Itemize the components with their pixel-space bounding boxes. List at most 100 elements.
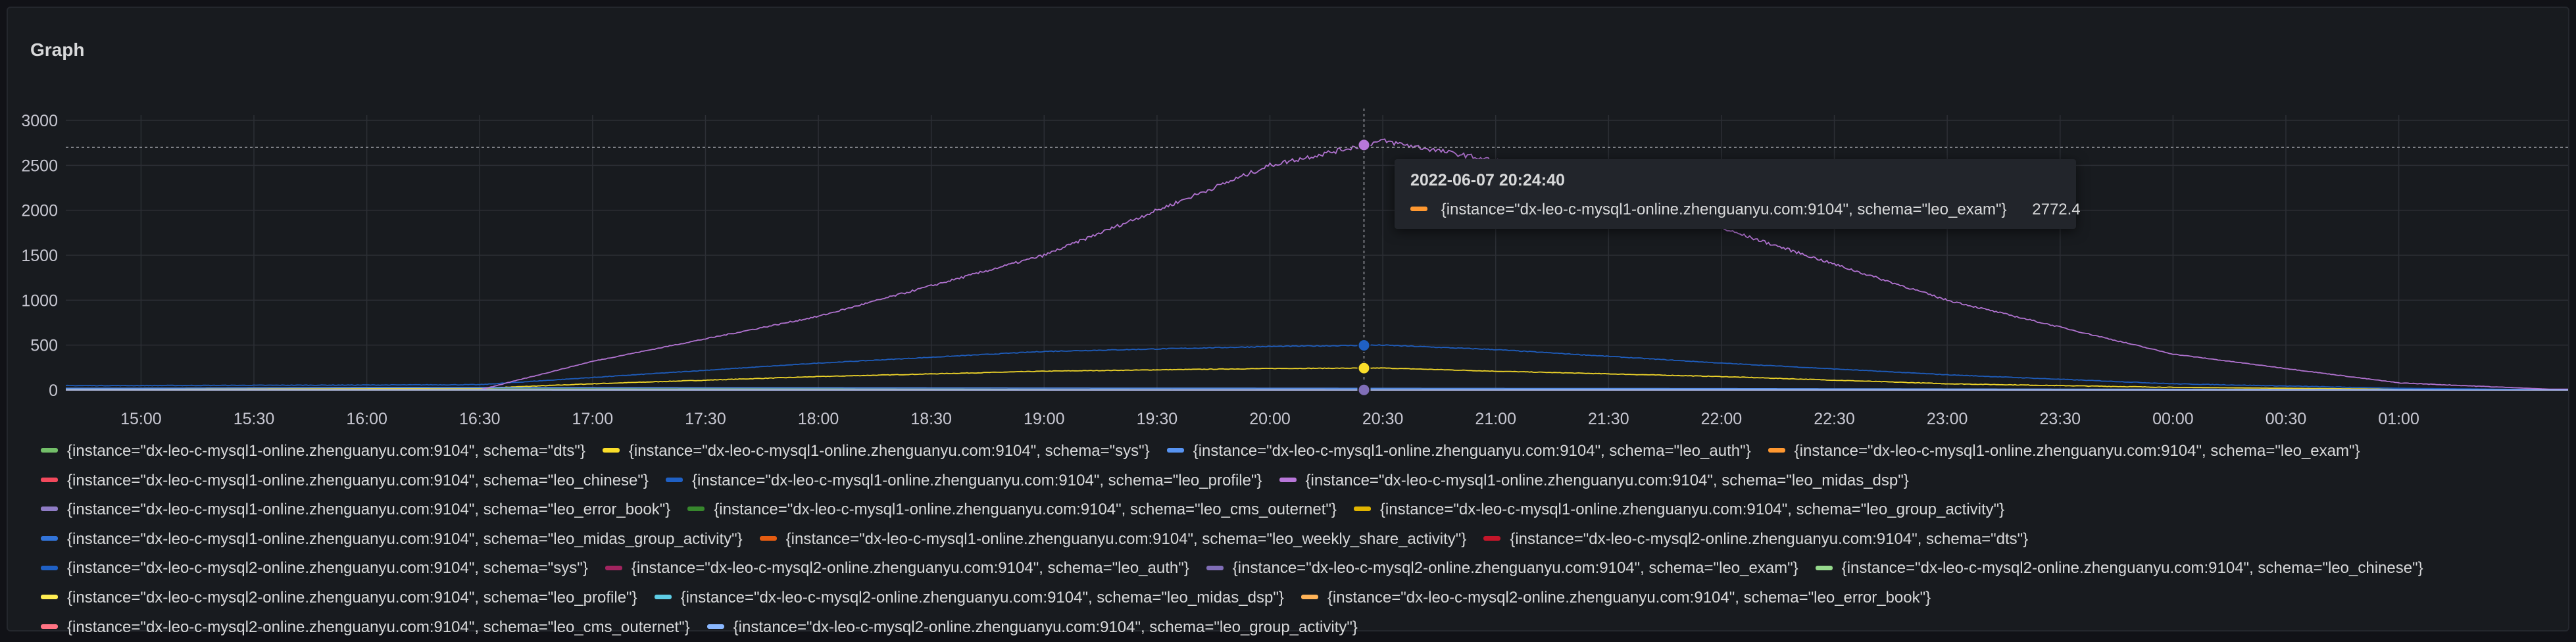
legend-label: {instance="dx-leo-c-mysql1-online.zhengu… <box>714 501 1337 518</box>
legend-label: {instance="dx-leo-c-mysql1-online.zhengu… <box>1193 442 1751 460</box>
legend-item[interactable]: {instance="dx-leo-c-mysql1-online.zhengu… <box>666 466 1262 496</box>
legend-item[interactable]: {instance="dx-leo-c-mysql1-online.zhengu… <box>1354 495 2004 525</box>
hover-point <box>1358 139 1370 151</box>
x-tick-label: 17:00 <box>572 410 614 428</box>
x-tick-label: 01:00 <box>2378 410 2419 428</box>
y-tick-label: 3000 <box>21 112 58 130</box>
x-tick-label: 19:30 <box>1137 410 1178 428</box>
legend-label: {instance="dx-leo-c-mysql1-online.zhengu… <box>1306 472 1909 489</box>
legend-swatch <box>41 448 58 453</box>
legend-label: {instance="dx-leo-c-mysql1-online.zhengu… <box>786 530 1467 548</box>
x-tick-label: 21:30 <box>1588 410 1629 428</box>
legend-swatch <box>1816 566 1833 570</box>
legend-item[interactable]: {instance="dx-leo-c-mysql2-online.zhengu… <box>605 554 1189 583</box>
legend-item[interactable]: {instance="dx-leo-c-mysql2-online.zhengu… <box>1206 554 1798 583</box>
x-tick-label: 20:30 <box>1362 410 1404 428</box>
legend-swatch <box>1768 448 1785 453</box>
legend-item[interactable]: {instance="dx-leo-c-mysql2-online.zhengu… <box>41 554 588 583</box>
hover-point <box>1358 384 1370 396</box>
legend-swatch <box>666 478 683 482</box>
legend-label: {instance="dx-leo-c-mysql2-online.zhengu… <box>67 618 690 636</box>
legend-swatch <box>41 536 58 541</box>
hover-point <box>1358 339 1370 351</box>
legend-item[interactable]: {instance="dx-leo-c-mysql2-online.zhengu… <box>41 583 637 613</box>
legend-label: {instance="dx-leo-c-mysql2-online.zhengu… <box>1233 559 1798 577</box>
x-tick-label: 00:00 <box>2152 410 2194 428</box>
x-tick-label: 22:00 <box>1701 410 1743 428</box>
legend-swatch <box>41 566 58 570</box>
y-tick-label: 1000 <box>21 291 58 310</box>
legend-item[interactable]: {instance="dx-leo-c-mysql2-online.zhengu… <box>707 613 1358 642</box>
legend-label: {instance="dx-leo-c-mysql2-online.zhengu… <box>1327 589 1931 606</box>
legend-swatch <box>41 624 58 629</box>
tooltip-row: {instance="dx-leo-c-mysql1-online.zhengu… <box>1410 201 2060 219</box>
legend-item[interactable]: {instance="dx-leo-c-mysql1-online.zhengu… <box>41 495 670 525</box>
legend-label: {instance="dx-leo-c-mysql1-online.zhengu… <box>692 472 1262 489</box>
x-tick-label: 19:00 <box>1024 410 1065 428</box>
x-tick-label: 23:00 <box>1927 410 1968 428</box>
x-tick-label: 18:30 <box>910 410 952 428</box>
x-tick-label: 15:00 <box>120 410 162 428</box>
legend-label: {instance="dx-leo-c-mysql2-online.zhengu… <box>1842 559 2423 577</box>
line-chart[interactable]: 0 500 1000 1500 2000 2500 3000 15:00 15:30 16:00 1… <box>0 0 2576 434</box>
legend-item[interactable]: {instance="dx-leo-c-mysql1-online.zhengu… <box>760 525 1467 555</box>
legend-label: {instance="dx-leo-c-mysql2-online.zhengu… <box>1510 530 2028 548</box>
legend-item[interactable]: {instance="dx-leo-c-mysql1-online.zhengu… <box>41 525 743 555</box>
x-tick-label: 16:00 <box>346 410 387 428</box>
hover-point <box>1358 362 1370 374</box>
hover-tooltip: 2022-06-07 20:24:40 {instance="dx-leo-c-… <box>1395 159 2076 229</box>
series-line[interactable] <box>66 345 2568 389</box>
legend-item[interactable]: {instance="dx-leo-c-mysql1-online.zhengu… <box>1167 437 1751 466</box>
x-tick-label: 23:30 <box>2039 410 2081 428</box>
legend-item[interactable]: {instance="dx-leo-c-mysql1-online.zhengu… <box>41 437 585 466</box>
legend-swatch <box>1167 448 1184 453</box>
x-tick-label: 15:30 <box>234 410 275 428</box>
legend-swatch <box>707 624 724 629</box>
y-tick-label: 2500 <box>21 157 58 175</box>
legend-item[interactable]: {instance="dx-leo-c-mysql2-online.zhengu… <box>1301 583 1931 613</box>
legend-label: {instance="dx-leo-c-mysql2-online.zhengu… <box>67 589 637 606</box>
y-tick-label: 1500 <box>21 247 58 265</box>
x-tick-label: 22:30 <box>1814 410 1855 428</box>
legend-item[interactable]: {instance="dx-leo-c-mysql1-online.zhengu… <box>603 437 1150 466</box>
tooltip-series-swatch <box>1410 207 1427 211</box>
legend-item[interactable]: {instance="dx-leo-c-mysql1-online.zhengu… <box>687 495 1337 525</box>
x-tick-label: 20:00 <box>1249 410 1291 428</box>
legend-swatch <box>655 595 672 599</box>
legend-item[interactable]: {instance="dx-leo-c-mysql2-online.zhengu… <box>655 583 1284 613</box>
x-tick-label: 21:00 <box>1475 410 1516 428</box>
legend-label: {instance="dx-leo-c-mysql2-online.zhengu… <box>681 589 1284 606</box>
x-tick-label: 00:30 <box>2266 410 2307 428</box>
legend-label: {instance="dx-leo-c-mysql1-online.zhengu… <box>67 442 585 460</box>
legend-label: {instance="dx-leo-c-mysql1-online.zhengu… <box>629 442 1150 460</box>
legend-item[interactable]: {instance="dx-leo-c-mysql2-online.zhengu… <box>1483 525 2028 555</box>
y-tick-label: 0 <box>49 382 58 400</box>
x-tick-label: 17:30 <box>685 410 726 428</box>
legend-item[interactable]: {instance="dx-leo-c-mysql2-online.zhengu… <box>1816 554 2423 583</box>
legend-item[interactable]: {instance="dx-leo-c-mysql1-online.zhengu… <box>41 466 649 496</box>
tooltip-value: 2772.4 <box>2032 201 2080 218</box>
legend-label: {instance="dx-leo-c-mysql1-online.zhengu… <box>67 530 743 548</box>
x-tick-label: 16:30 <box>459 410 501 428</box>
legend-label: {instance="dx-leo-c-mysql2-online.zhengu… <box>67 559 588 577</box>
legend-item[interactable]: {instance="dx-leo-c-mysql1-online.zhengu… <box>1279 466 1909 496</box>
legend-swatch <box>603 448 620 453</box>
y-tick-label: 2000 <box>21 202 58 220</box>
legend-swatch <box>41 506 58 511</box>
series-line[interactable] <box>66 368 2568 389</box>
legend-label: {instance="dx-leo-c-mysql1-online.zhengu… <box>67 472 649 489</box>
legend-label: {instance="dx-leo-c-mysql1-online.zhengu… <box>67 501 670 518</box>
legend-swatch <box>1279 478 1297 482</box>
legend-swatch <box>1354 506 1371 511</box>
legend-swatch <box>760 536 777 541</box>
y-tick-label: 500 <box>30 337 58 355</box>
legend-item[interactable]: {instance="dx-leo-c-mysql1-online.zhengu… <box>1768 437 2360 466</box>
series-line[interactable] <box>66 139 2568 390</box>
legend-swatch <box>41 595 58 599</box>
legend-swatch <box>41 478 58 482</box>
legend-item[interactable]: {instance="dx-leo-c-mysql2-online.zhengu… <box>41 613 690 642</box>
legend-swatch <box>687 506 705 511</box>
legend-swatch <box>605 566 622 570</box>
legend-label: {instance="dx-leo-c-mysql2-online.zhengu… <box>632 559 1189 577</box>
x-tick-label: 18:00 <box>798 410 839 428</box>
